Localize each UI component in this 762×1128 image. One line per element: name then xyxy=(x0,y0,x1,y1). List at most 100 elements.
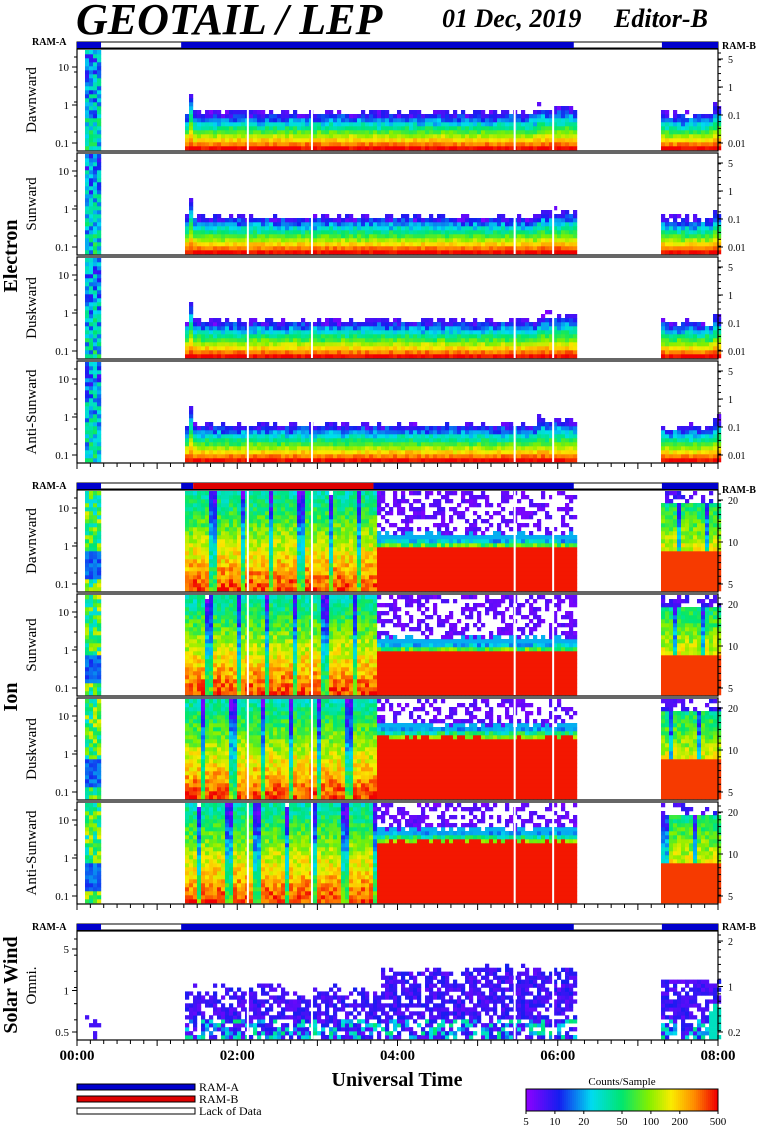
page-title: GEOTAIL / LEP xyxy=(76,0,383,44)
colorbar-tick-label: 500 xyxy=(710,1116,727,1128)
right-tick-label: 5 xyxy=(728,159,733,170)
right-tick-label: 0.1 xyxy=(728,423,741,434)
colorbar-tick-label: 20 xyxy=(578,1116,590,1128)
right-tick-label: 5 xyxy=(728,263,733,274)
left-axis-ticks xyxy=(72,368,77,456)
right-tick-label: 20 xyxy=(728,808,738,819)
y-tick-label: 0.5 xyxy=(55,1027,69,1039)
right-tick-label: 1 xyxy=(728,395,733,406)
y-tick-label: 0.1 xyxy=(55,346,69,358)
right-tick-label: 5 xyxy=(728,367,733,378)
right-tick-label: 5 xyxy=(728,580,733,591)
y-tick-label: 1 xyxy=(64,853,70,865)
y-tick-label: 10 xyxy=(58,815,70,827)
left-axis-ticks xyxy=(72,160,77,248)
right-tick-label: 10 xyxy=(728,746,738,757)
y-tick-label: 10 xyxy=(58,62,70,74)
panel-label: Duskward xyxy=(24,718,40,780)
right-axis-ticks xyxy=(718,701,723,793)
right-tick-label: 1 xyxy=(728,83,733,94)
panel-label: Duskward xyxy=(24,277,40,339)
colorbar-tick-label: 10 xyxy=(549,1116,561,1128)
ram-b-label: RAM-B xyxy=(722,922,756,933)
right-axis-ticks xyxy=(718,156,723,248)
right-tick-label: 5 xyxy=(728,788,733,799)
y-tick-label: 1 xyxy=(64,412,70,424)
ram-legend xyxy=(76,1083,196,1115)
ram-bar-ion xyxy=(76,482,719,490)
right-tick-label: 20 xyxy=(728,496,738,507)
left-axis-ticks xyxy=(72,809,77,897)
x-ticks-ion xyxy=(76,904,719,910)
y-tick-label: 0.1 xyxy=(55,787,69,799)
y-tick-label: 0.1 xyxy=(55,450,69,462)
right-axis-ticks xyxy=(718,260,723,352)
x-axis-label: Universal Time xyxy=(332,1069,463,1091)
spectrogram-panel-2 xyxy=(85,258,722,359)
right-axis-ticks xyxy=(718,52,723,144)
legend-swatch xyxy=(76,1083,196,1091)
y-tick-label: 1 xyxy=(64,308,70,320)
legend-swatch xyxy=(76,1095,196,1103)
right-tick-label: 20 xyxy=(728,600,738,611)
x-tick-label: 06:00 xyxy=(540,1048,575,1064)
left-axis-ticks xyxy=(72,56,77,144)
y-tick-label: 5 xyxy=(64,944,70,956)
ram-a-label: RAM-A xyxy=(32,37,67,48)
y-tick-label: 10 xyxy=(58,166,70,178)
y-tick-label: 10 xyxy=(58,607,70,619)
panel-frame xyxy=(76,593,719,697)
x-tick-label: 00:00 xyxy=(60,1048,95,1064)
y-tick-label: 1 xyxy=(64,749,70,761)
left-axis-ticks xyxy=(72,705,77,793)
ram-a-label: RAM-A xyxy=(32,922,67,933)
right-axis-ticks xyxy=(718,364,723,456)
legend-label: RAM-B xyxy=(199,1092,238,1106)
x-tick-label: 08:00 xyxy=(701,1048,736,1064)
x-tick-label: 04:00 xyxy=(380,1048,415,1064)
colorbar-title: Counts/Sample xyxy=(588,1076,655,1088)
date-label: 01 Dec, 2019 xyxy=(442,4,582,33)
ram-bar-solar-wind xyxy=(76,923,719,931)
y-tick-label: 1 xyxy=(64,100,70,112)
right-axis-ticks xyxy=(718,493,723,585)
right-tick-label: 1 xyxy=(728,187,733,198)
panel-frame xyxy=(76,256,719,360)
y-tick-label: 10 xyxy=(58,711,70,723)
group-label-ion: Ion xyxy=(0,683,22,712)
colorbar-tick-label: 100 xyxy=(643,1116,660,1128)
left-axis-ticks xyxy=(72,497,77,585)
right-tick-label: 0.01 xyxy=(728,243,746,254)
right-tick-label: 10 xyxy=(728,642,738,653)
y-tick-label: 10 xyxy=(58,270,70,282)
x-tick-label: 02:00 xyxy=(220,1048,255,1064)
spectrogram-panel-1 xyxy=(85,154,722,255)
group-label-electron: Electron xyxy=(0,220,22,293)
spectrogram-panel-3 xyxy=(85,362,722,463)
legend-label: RAM-A xyxy=(199,1080,239,1094)
spectrogram-panel-0 xyxy=(85,50,722,151)
colorbar-tick-label: 50 xyxy=(617,1116,629,1128)
y-tick-label: 10 xyxy=(58,374,70,386)
right-axis-ticks xyxy=(718,597,723,689)
right-tick-label: 10 xyxy=(728,538,738,549)
colorbar xyxy=(526,1089,719,1111)
colorbar-tick-label: 5 xyxy=(523,1116,529,1128)
panel-label: Omni. xyxy=(24,967,40,1005)
right-axis-ticks xyxy=(718,934,723,1033)
legend-label: Lack of Data xyxy=(199,1104,262,1118)
spectrogram-panel-7 xyxy=(85,803,722,904)
panel-label: Anti-Sunward xyxy=(24,810,40,895)
spectrogram-panel-6 xyxy=(85,699,722,800)
panel-frame xyxy=(76,489,719,593)
panel-label: Sunward xyxy=(24,177,40,231)
x-ticks-solar-wind xyxy=(76,1040,719,1046)
ram-bar-electron xyxy=(76,41,719,49)
y-tick-label: 1 xyxy=(64,645,70,657)
right-tick-label: 0.01 xyxy=(728,451,746,462)
x-ticks-electron xyxy=(76,463,719,469)
right-tick-label: 5 xyxy=(728,684,733,695)
panel-frame xyxy=(76,697,719,801)
spectrogram-panel-4 xyxy=(85,491,722,592)
y-tick-label: 0.1 xyxy=(55,138,69,150)
